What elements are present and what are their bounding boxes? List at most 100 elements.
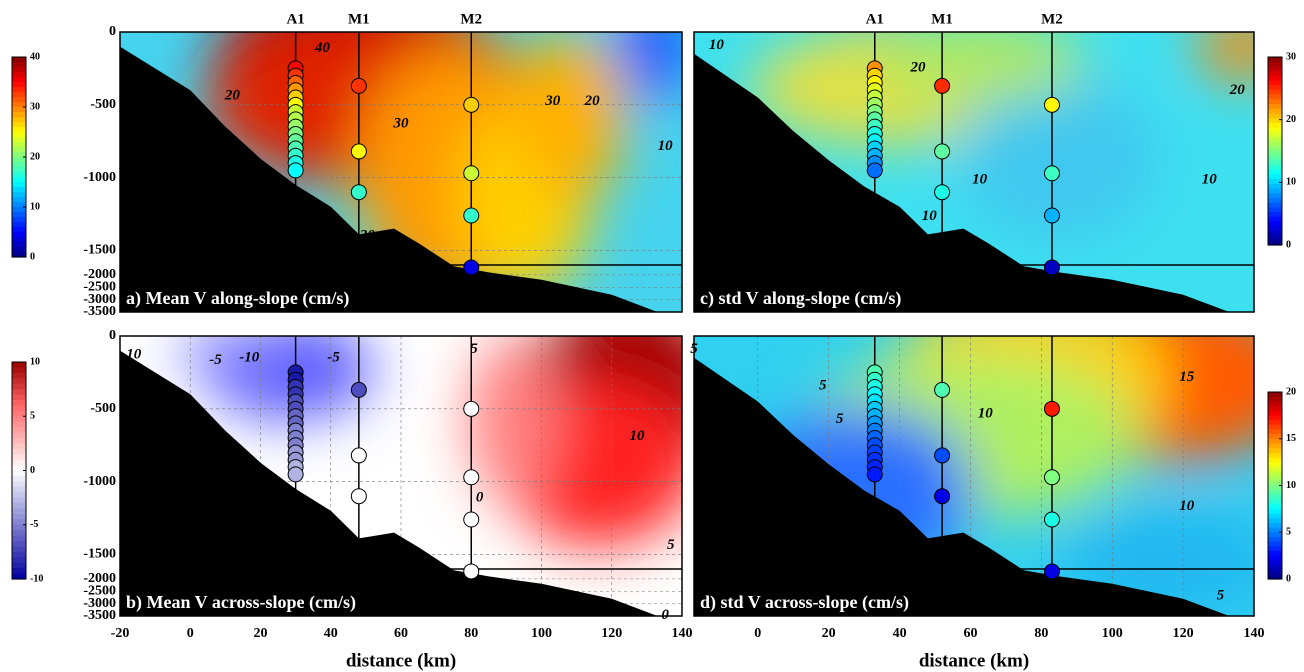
colorbar-cell [12,497,26,504]
contour-label: 10 [978,405,994,421]
colorbar-cell [1268,160,1282,166]
colorbar-cell [1268,183,1282,190]
instrument [463,511,480,528]
colorbar-cell [1268,71,1282,77]
colorbar-tick-label: 0 [1286,239,1291,250]
x-tick-label: 40 [893,626,907,641]
y-tick-label: -2500 [83,583,116,598]
colorbar-cell [12,87,26,93]
colorbar-cell [1268,235,1282,241]
colorbar-cell [12,503,26,510]
colorbar-cell [1268,57,1282,63]
field-blob [176,336,289,373]
contour-label: -5 [327,349,340,365]
bathymetry [120,350,682,616]
instrument [866,162,883,179]
field-blob [620,32,682,102]
colorbar-cell [1268,113,1282,119]
instrument [463,563,480,580]
contour-label: 10 [709,37,725,53]
field-blob [957,74,1159,242]
colorbar-tick-label: 40 [30,51,40,62]
instrument [463,469,480,486]
contour-label: 0 [661,607,669,623]
colorbar-cell [1268,104,1282,110]
field [120,336,682,616]
contour-label: 40 [314,40,331,56]
colorbar-cell [1268,207,1282,213]
colorbar-cell [1268,151,1282,157]
y-tick-label: -1500 [83,547,116,562]
colorbar-cell [12,405,26,412]
instrument [1043,563,1060,580]
y-tick-label: -1500 [83,243,116,258]
colorbar-cell [1268,420,1282,426]
colorbar-cell [12,389,26,396]
colorbar-cell [1268,66,1282,72]
colorbar-cell [12,152,26,158]
colorbar-tick-label: 20 [30,151,40,162]
colorbar-cell [12,535,26,542]
panel-title: a) Mean V along-slope (cm/s) [126,288,349,309]
colorbar-cell [1268,165,1282,171]
field-blob [1198,32,1254,80]
colorbar-cell [12,157,26,163]
colorbar-tick-label: 20 [1286,386,1296,397]
instrument [1043,207,1060,224]
colorbar-cell [12,162,26,168]
colorbar-cell [12,508,26,515]
colorbar-cell [1268,212,1282,218]
colorbar-cell [12,443,26,450]
contour-label: 20 [359,227,376,243]
colorbar-cell [1268,221,1282,227]
contour-label: 15 [1179,369,1195,385]
x-tick-label: 60 [963,626,977,641]
y-tick-label: 0 [109,24,116,39]
contour-label: 20 [584,93,601,109]
instrument [463,259,480,276]
y-tick-label: -1000 [83,474,116,489]
colorbar-tick-label: 5 [1286,527,1291,538]
colorbar-cell [12,454,26,461]
colorbar-tick-label: 0 [30,251,35,262]
colorbar-cell [1268,532,1282,538]
contour-label: 5 [470,341,478,357]
colorbar-cell [12,122,26,128]
colorbar-cell [1268,434,1282,440]
field [694,336,1254,616]
contour-label: 10 [1202,171,1218,187]
colorbar-cell [12,132,26,138]
field-blobs [750,32,1254,242]
x-tick-label: 80 [1034,626,1048,641]
instrument [350,184,367,201]
colorbar-cell [1268,174,1282,180]
colorbar-cell [12,530,26,537]
contour-label: 10 [630,428,646,444]
colorbar-cell [1268,546,1282,552]
contour-label: 20 [910,59,927,75]
colorbar-cell [1268,230,1282,237]
colorbar-cell [1268,80,1282,86]
colorbar-cell [1268,462,1282,468]
panel-title: c) std V along-slope (cm/s) [700,288,901,309]
instrument [350,447,367,464]
colorbar-cell [12,237,26,243]
x-tick-label: 140 [672,626,693,641]
colorbar-cell [1268,118,1282,124]
contour-label: -10 [121,347,141,363]
colorbar-tick-label: 30 [30,101,40,112]
instrument [350,143,367,160]
colorbar-tick-label: 20 [1286,114,1296,125]
x-tick-label: 20 [254,626,268,641]
colorbar-cell [12,137,26,143]
colorbar-cell [12,117,26,123]
colorbar-cell [1268,471,1282,477]
colorbar-cell [12,222,26,228]
colorbar-cell [12,383,26,390]
colorbar-cell [1268,504,1282,510]
instrument [934,447,951,464]
colorbar-cell [1268,438,1282,445]
colorbar-cell [12,182,26,188]
colorbar-cell [1268,89,1282,96]
field-blob [862,32,1086,102]
